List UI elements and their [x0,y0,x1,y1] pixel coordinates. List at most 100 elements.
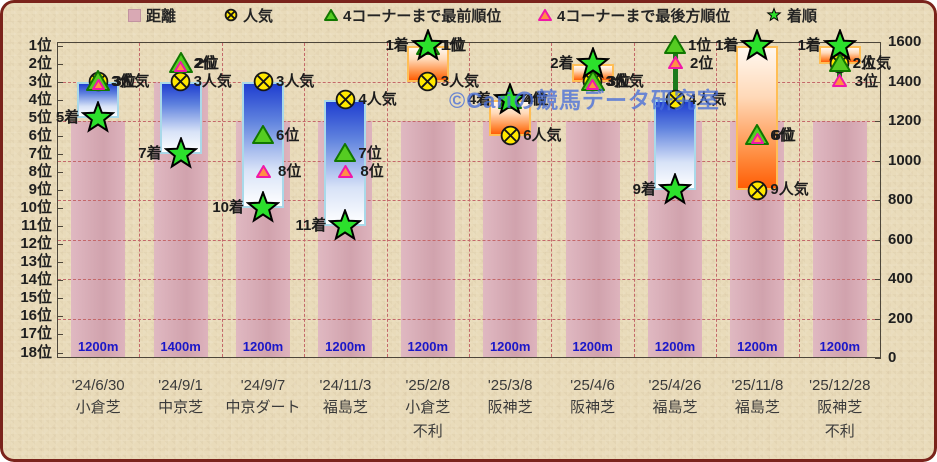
finish-star-marker [163,136,198,171]
x-axis-track-label: 小倉芝 [75,399,121,416]
rear-position-label: 8位 [278,163,302,180]
distance-label: 1200m [242,339,284,354]
left-tick [57,117,63,119]
finish-label: 1着 [715,36,739,54]
rear-position-label: 2位 [195,54,219,72]
distance-label: 1200m [489,339,531,354]
front-position-label: 1位 [440,36,465,54]
left-tick [57,352,63,354]
x-axis-date-label: '24/9/7 [240,377,286,394]
popularity-marker [417,71,438,92]
left-tick [57,81,63,83]
whisker-line [672,45,678,100]
y-axis-rank-label: 8位 [28,163,52,180]
front-position-label: 2位 [193,54,217,72]
left-tick [57,280,63,282]
rear-position-triangle [832,74,848,88]
v-gridline [304,43,306,357]
distance-label: 1200m [654,339,696,354]
x-axis-track-label: 阪神芝 [570,399,616,416]
y-axis-rank-label: 17位 [20,325,52,343]
distance-label: 1400m [160,339,201,354]
finish-star [766,7,782,23]
front-position-label: 3位 [111,72,135,90]
left-tick [57,153,63,155]
front-position-label: 2位 [852,54,877,72]
y-axis-distance-label: 400 [888,270,914,287]
finish-star-marker [493,82,528,117]
y-axis-rank-label: 6位 [28,126,52,144]
x-axis-track-label: 福島芝 [652,399,698,416]
popularity-marker [500,125,521,146]
left-tick [57,244,63,246]
v-gridline [551,43,553,357]
finish-star-marker [740,28,775,63]
y-axis-distance-label: 1600 [888,33,922,50]
front-position-label: 4位 [523,90,547,108]
v-gridline [386,43,388,357]
popularity-label: 3人気 [193,72,232,90]
right-tick [875,239,881,241]
finish-star-marker [658,173,692,207]
y-axis-rank-label: 10位 [20,199,52,217]
front-rear-triangle [168,52,193,74]
front-rear-triangle [580,70,605,92]
distance-label: 1200m [819,339,861,354]
x-axis-date-label: '25/2/8 [405,377,451,394]
finish-label: 2着 [550,54,574,72]
rear-position-label: 3位 [607,72,631,90]
left-tick [57,262,63,264]
left-tick [57,45,63,47]
popularity-label: 3人気 [276,72,315,90]
y-axis-distance-label: 1400 [888,72,922,90]
finish-star-marker [246,191,280,225]
legend-label: 4コーナーまで最後方順位 [557,7,731,25]
x-axis-date-label: '24/9/1 [158,377,203,394]
x-axis-track-label: 阪神芝 [817,399,863,416]
distance-label: 1200m [572,339,613,354]
x-axis-date-label: '25/4/6 [570,377,615,394]
right-tick [875,318,881,320]
x-axis-date-label: '25/11/8 [731,377,784,394]
y-axis-distance-label: 1200 [888,112,922,129]
y-axis-distance-label: 0 [888,349,897,366]
left-tick [57,172,63,173]
right-tick [875,81,881,83]
popularity-marker [335,89,356,110]
finish-label: 9着 [632,181,656,198]
popularity-label: 3人気 [605,72,644,90]
popularity-circle [224,8,238,22]
front-rear-triangle [745,124,770,146]
right-tick [875,160,881,162]
x-axis-date-label: '25/3/8 [487,377,533,394]
popularity-label: 3人気 [440,72,480,90]
front-triangle [324,9,338,21]
x-axis-track-label: 阪神芝 [487,399,533,416]
rear-position-triangle [337,164,353,178]
y-axis-rank-label: 15位 [20,289,52,307]
front-rear-triangle [86,70,111,92]
x-axis-track-label: 小倉芝 [405,399,451,416]
y-axis-rank-label: 4位 [28,90,52,108]
distance-label: 1200m [737,339,778,354]
popularity-marker [747,180,768,201]
rear-position-triangle [255,164,271,178]
race-note: 不利 [824,423,855,440]
finish-label: 4着 [467,90,492,108]
left-tick [57,63,63,65]
y-axis-distance-label: 200 [888,309,914,327]
range-candle [324,99,367,227]
y-axis-rank-label: 7位 [28,144,52,162]
watermark: ©Cariの競馬データ研究室 [449,88,721,113]
right-tick [875,279,881,280]
y-axis-rank-label: 2位 [28,54,52,72]
legend-item-finish-star: 着順 [766,6,817,25]
v-gridline [633,43,635,357]
left-tick [57,334,63,336]
popularity-label: 9人気 [770,181,809,198]
rear-position-label: 1位 [442,36,467,54]
popularity-marker [665,89,686,110]
legend-item-popularity-circle: 人気 [224,6,273,25]
x-axis-date-label: '25/12/28 [809,377,871,394]
